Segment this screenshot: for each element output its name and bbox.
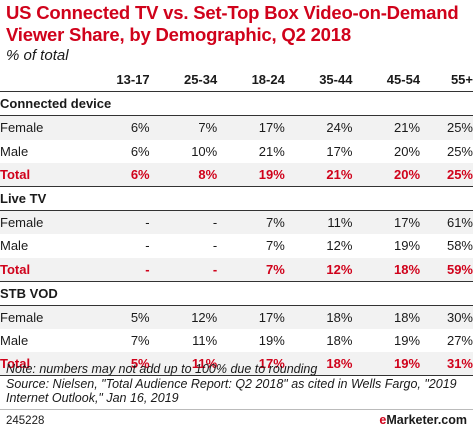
table-cell: 11% bbox=[149, 352, 218, 377]
table-cell: 19% bbox=[217, 162, 285, 187]
row-label: Total bbox=[0, 162, 82, 187]
table-cell: 12% bbox=[284, 257, 353, 282]
table-cell: 18% bbox=[352, 257, 421, 282]
total-row: Total 6% 8% 19% 21% 20% 25% bbox=[0, 162, 473, 187]
table-cell: - bbox=[149, 257, 218, 282]
column-header: 45-54 bbox=[352, 68, 421, 93]
section-header-row: Connected device bbox=[0, 91, 473, 117]
section-title: Live TV bbox=[0, 186, 473, 212]
table-cell: 19% bbox=[394, 333, 421, 349]
chart-subtitle: % of total bbox=[6, 47, 69, 64]
table-cell: - bbox=[82, 257, 150, 282]
table-cell: 10% bbox=[191, 143, 218, 159]
table-cell: 18% bbox=[326, 309, 353, 325]
table-cell: 6% bbox=[130, 143, 150, 159]
table-cell: 30% bbox=[446, 309, 473, 325]
table-cell: 21% bbox=[284, 162, 353, 187]
table-cell: 19% bbox=[258, 333, 285, 349]
table-row: Male 7% 11% 19% 18% 19% 27% bbox=[0, 329, 473, 353]
data-table: 13-17 25-34 18-24 35-44 45-54 55+ Connec… bbox=[0, 68, 473, 377]
table-cell: 61% bbox=[446, 215, 473, 231]
footer-divider bbox=[0, 409, 473, 410]
table-cell: 7% bbox=[217, 257, 285, 282]
table-cell: 17% bbox=[258, 120, 285, 136]
row-label: Female bbox=[0, 120, 44, 136]
table-cell: 5% bbox=[130, 309, 150, 325]
table-cell: 18% bbox=[284, 352, 353, 377]
table-cell: 18% bbox=[394, 309, 421, 325]
table-cell: 31% bbox=[420, 352, 473, 377]
table-row: Female - - 7% 11% 17% 61% bbox=[0, 210, 473, 235]
column-header: 35-44 bbox=[284, 68, 353, 93]
table-cell: 5% bbox=[82, 352, 150, 377]
table-cell: 19% bbox=[394, 238, 421, 254]
table-cell: 7% bbox=[266, 238, 285, 254]
table-cell: 58% bbox=[446, 238, 473, 254]
table-cell: 7% bbox=[266, 215, 285, 231]
column-header-empty bbox=[0, 68, 82, 93]
row-label: Male bbox=[0, 143, 29, 159]
section-header-row: Live TV bbox=[0, 186, 473, 212]
table-cell: 11% bbox=[192, 333, 218, 349]
table-cell: - bbox=[145, 215, 150, 231]
table-cell: 25% bbox=[446, 120, 473, 136]
table-cell: 59% bbox=[420, 257, 473, 282]
table-cell: 8% bbox=[149, 162, 218, 187]
row-label: Total bbox=[0, 257, 82, 282]
section-header-row: STB VOD bbox=[0, 281, 473, 306]
row-label: Female bbox=[0, 215, 44, 231]
table-cell: 19% bbox=[352, 352, 421, 377]
row-label: Male bbox=[0, 238, 29, 254]
row-label: Female bbox=[0, 309, 44, 325]
table-row: Male - - 7% 12% 19% 58% bbox=[0, 234, 473, 258]
table-cell: 6% bbox=[82, 162, 150, 187]
table-body: Connected device Female 6% 7% 17% 24% 21% 25% Ma… bbox=[0, 91, 473, 377]
column-header: 25-34 bbox=[149, 68, 218, 93]
table-cell: 21% bbox=[394, 120, 421, 136]
chart-id: 245228 bbox=[6, 415, 45, 427]
table-row: Female 5% 12% 17% 18% 18% 30% bbox=[0, 305, 473, 330]
table-cell: - bbox=[212, 215, 218, 231]
source-text: Source: Nielsen, "Total Audience Report:… bbox=[6, 376, 457, 406]
table-cell: 6% bbox=[130, 120, 150, 136]
section-title: Connected device bbox=[0, 91, 473, 117]
table-cell: 7% bbox=[198, 120, 218, 136]
table-cell: 18% bbox=[326, 333, 353, 349]
table-cell: 17% bbox=[217, 352, 285, 377]
table-cell: 20% bbox=[352, 162, 421, 187]
table-cell: 20% bbox=[394, 143, 421, 159]
table-cell: 25% bbox=[420, 162, 473, 187]
table-cell: 24% bbox=[326, 120, 353, 136]
table-row: Male 6% 10% 21% 17% 20% 25% bbox=[0, 139, 473, 163]
row-label: Male bbox=[0, 333, 29, 349]
total-row: Total - -7% 12% 18% 59% bbox=[0, 257, 473, 282]
table-cell: 27% bbox=[446, 333, 473, 349]
table-cell: 11% bbox=[327, 215, 353, 231]
column-header: 18-24 bbox=[217, 68, 285, 93]
table-cell: 21% bbox=[258, 143, 285, 159]
section-title: STB VOD bbox=[0, 281, 473, 306]
table-cell: - bbox=[212, 238, 218, 254]
total-row: Total 5% 11% 17% 18% 19% 31% bbox=[0, 352, 473, 377]
column-header: 55+ bbox=[420, 68, 473, 93]
table-cell: 7% bbox=[130, 333, 150, 349]
table-cell: 17% bbox=[394, 215, 421, 231]
table-cell: 17% bbox=[258, 309, 285, 325]
table-row: Female 6% 7% 17% 24% 21% 25% bbox=[0, 115, 473, 140]
table-cell: - bbox=[145, 238, 150, 254]
column-header: 13-17 bbox=[82, 68, 150, 93]
table-cell: 12% bbox=[326, 238, 353, 254]
column-header-row: 13-17 25-34 18-24 35-44 45-54 55+ bbox=[0, 68, 473, 93]
note-text: Note: numbers may not add up to 100% due… bbox=[6, 362, 318, 376]
chart-title: US Connected TV vs. Set-Top Box Video-on… bbox=[6, 2, 459, 45]
row-label: Total bbox=[0, 352, 82, 377]
table-cell: 25% bbox=[446, 143, 473, 159]
table-cell: 12% bbox=[191, 309, 218, 325]
footnotes: Note: numbers may not add up to 100% due… bbox=[6, 362, 468, 406]
brand-logo: eMarketer.com bbox=[379, 413, 467, 427]
table-cell: 17% bbox=[326, 143, 353, 159]
